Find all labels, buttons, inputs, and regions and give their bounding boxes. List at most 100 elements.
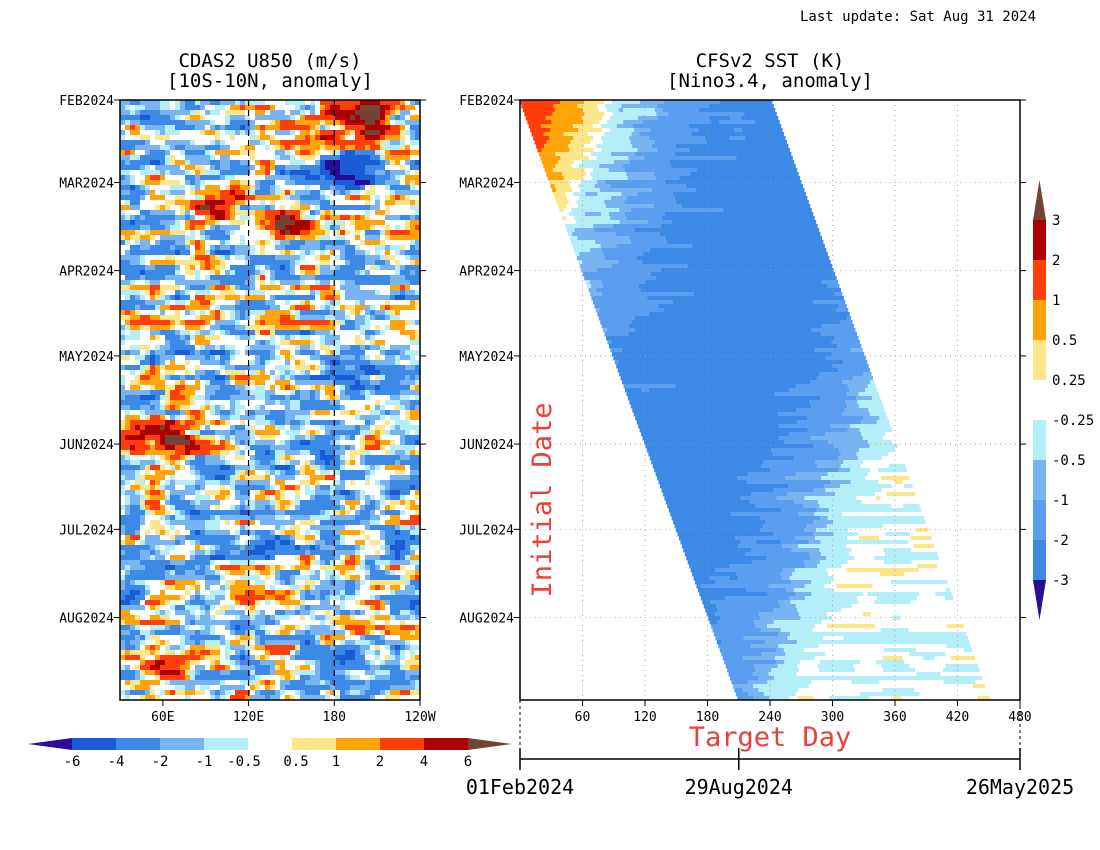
u850-cell	[335, 320, 341, 326]
u850-cell	[165, 185, 171, 191]
u850-cell	[395, 425, 401, 431]
u850-cell	[240, 315, 246, 321]
u850-cell	[395, 380, 401, 386]
u850-cell	[360, 445, 366, 451]
u850-cell	[410, 370, 416, 376]
u850-cell	[385, 250, 391, 256]
u850-cell	[255, 440, 261, 446]
u850-cell	[260, 225, 266, 231]
u850-cell	[385, 505, 391, 511]
u850-cell	[295, 380, 301, 386]
u850-cell	[150, 470, 156, 476]
u850-cell	[145, 245, 151, 251]
u850-cell	[315, 370, 321, 376]
u850-cell	[370, 130, 376, 136]
u850-cell	[300, 415, 306, 421]
u850-cell	[335, 340, 341, 346]
u850-cell	[205, 455, 211, 461]
u850-cell	[265, 150, 271, 156]
u850-cell	[335, 510, 341, 516]
u850-cell	[395, 435, 401, 441]
u850-cell	[195, 425, 201, 431]
u850-cell	[400, 335, 406, 341]
u850-cell	[405, 330, 411, 336]
u850-cell	[215, 235, 221, 241]
u850-cell	[350, 510, 356, 516]
u850-cell	[285, 255, 291, 261]
u850-cell	[175, 390, 181, 396]
u850-cell	[180, 195, 186, 201]
u850-cell	[400, 200, 406, 206]
u850-cell	[370, 480, 376, 486]
u850-cell	[295, 420, 301, 426]
u850-cell	[395, 145, 401, 151]
u850-cell	[325, 105, 331, 111]
u850-cell	[205, 400, 211, 406]
u850-cell	[140, 250, 146, 256]
u850-cell	[235, 145, 241, 151]
u850-cell	[375, 415, 381, 421]
u850-cell	[265, 270, 271, 276]
u850-cell	[225, 380, 231, 386]
u850-cell	[250, 350, 256, 356]
u850-cell	[200, 190, 206, 196]
u850-cell	[130, 475, 136, 481]
u850-cell	[180, 340, 186, 346]
u850-cell	[405, 120, 411, 126]
u850-cell	[295, 280, 301, 286]
u850-cell	[240, 300, 246, 306]
u850-cell	[140, 140, 146, 146]
u850-cell	[330, 290, 336, 296]
u850-cell	[325, 490, 331, 496]
u850-cell	[205, 240, 211, 246]
u850-cell	[240, 115, 246, 121]
u850-cell	[405, 335, 411, 341]
u850-cell	[350, 250, 356, 256]
u850-cell	[415, 505, 421, 511]
u850-cell	[415, 240, 421, 246]
u850-cell	[315, 235, 321, 241]
u850-cell	[180, 185, 186, 191]
u850-cell	[175, 290, 181, 296]
u850-cell	[325, 415, 331, 421]
u850-cell	[175, 480, 181, 486]
u850-cell	[405, 225, 411, 231]
u850-cell	[310, 375, 316, 381]
u850-cell	[135, 240, 141, 246]
u850-cell	[300, 325, 306, 331]
u850-cell	[125, 430, 131, 436]
u850-cell	[335, 460, 341, 466]
u850-cell	[290, 340, 296, 346]
u850-cell	[365, 155, 371, 161]
u850-cell	[180, 505, 186, 511]
u850-cell	[160, 300, 166, 306]
u850-cell	[240, 145, 246, 151]
u850-cell	[225, 455, 231, 461]
u850-cell	[320, 200, 326, 206]
u850-cell	[245, 130, 251, 136]
u850-cell	[165, 165, 171, 171]
u850-cell	[370, 135, 376, 141]
u850-cell	[295, 145, 301, 151]
u850-cell	[160, 125, 166, 131]
u850-cell	[145, 200, 151, 206]
u850-cell	[360, 320, 366, 326]
u850-cell	[335, 235, 341, 241]
u850-cell	[145, 375, 151, 381]
u850-cell	[235, 505, 241, 511]
u850-cell	[160, 395, 166, 401]
u850-cell	[225, 355, 231, 361]
u850-cell	[325, 280, 331, 286]
u850-cell	[235, 120, 241, 126]
u850-cell	[335, 295, 341, 301]
u850-cell	[165, 395, 171, 401]
u850-cell	[320, 160, 326, 166]
u850-cell	[150, 360, 156, 366]
u850-cell	[175, 265, 181, 271]
u850-cell	[165, 125, 171, 131]
u850-cell	[335, 415, 341, 421]
u850-cell	[390, 420, 396, 426]
u850-cell	[330, 195, 336, 201]
u850-cell	[240, 420, 246, 426]
u850-cell	[285, 110, 291, 116]
